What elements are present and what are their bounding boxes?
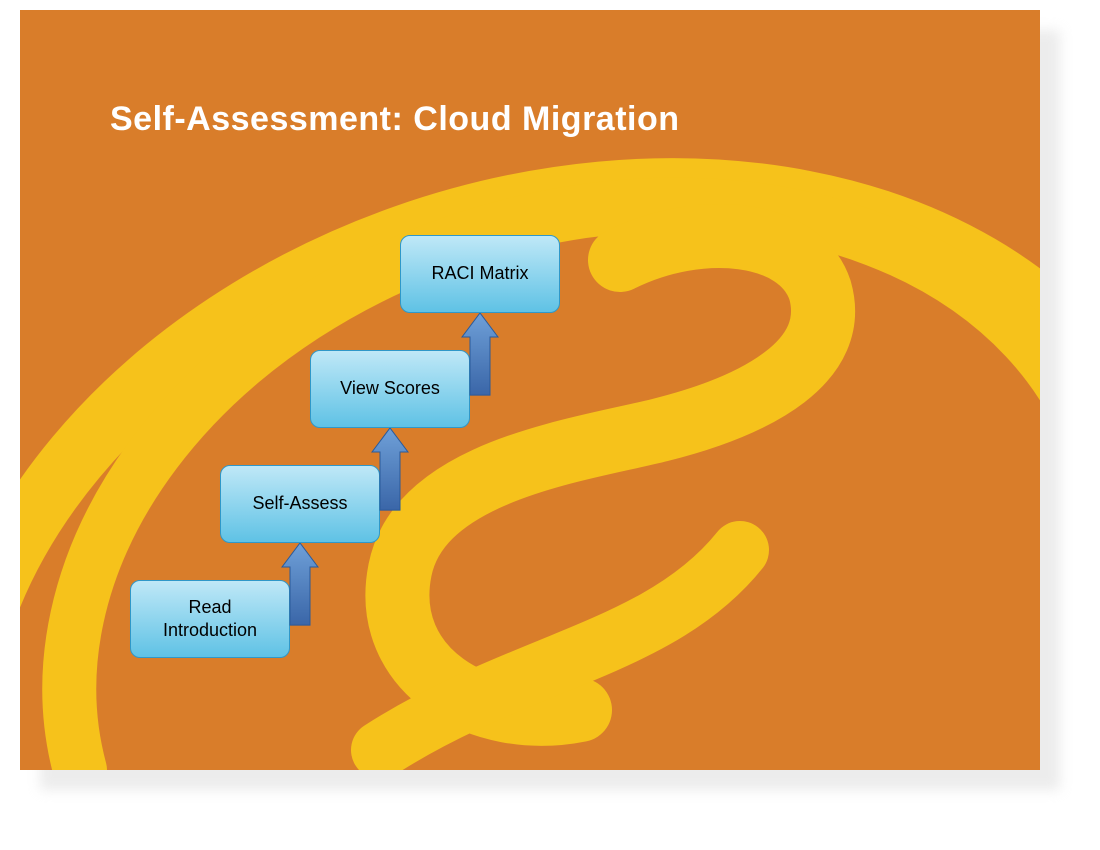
step-label: View Scores [340, 377, 440, 400]
step-box-3[interactable]: RACI Matrix [400, 235, 560, 313]
step-label: RACI Matrix [431, 262, 528, 285]
step-label: Self-Assess [252, 492, 347, 515]
step-label: Read Introduction [163, 596, 257, 643]
slide-title: Self-Assessment: Cloud Migration [110, 100, 680, 139]
slide-canvas: Self-Assessment: Cloud Migration Read In… [20, 10, 1040, 770]
